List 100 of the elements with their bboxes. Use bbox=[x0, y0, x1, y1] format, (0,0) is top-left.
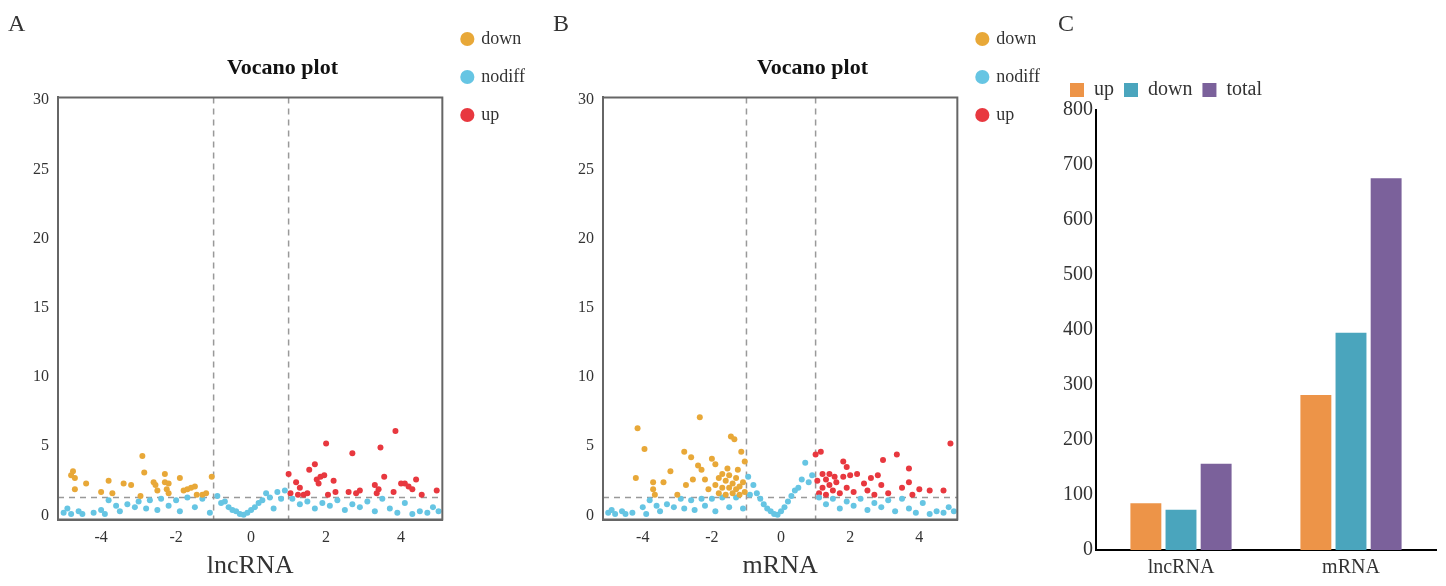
x-tick-label: -4 bbox=[636, 528, 650, 546]
y-tick-label: 5 bbox=[41, 436, 49, 454]
point bbox=[634, 425, 641, 432]
point bbox=[296, 484, 303, 491]
point bbox=[738, 448, 745, 455]
chart-title: Vocano plot bbox=[756, 53, 869, 79]
point bbox=[878, 481, 885, 488]
point bbox=[840, 473, 847, 480]
point bbox=[822, 491, 829, 498]
point bbox=[660, 479, 667, 486]
point bbox=[864, 487, 871, 494]
point bbox=[814, 477, 821, 484]
point bbox=[315, 480, 322, 487]
point bbox=[733, 475, 740, 482]
point bbox=[141, 469, 148, 476]
point bbox=[899, 484, 906, 491]
point bbox=[874, 472, 881, 479]
point bbox=[833, 479, 840, 486]
point bbox=[701, 476, 708, 483]
point bbox=[695, 462, 702, 469]
point bbox=[850, 488, 857, 495]
point bbox=[324, 491, 331, 498]
y-tick-label: 100 bbox=[1063, 482, 1093, 505]
point bbox=[321, 472, 328, 479]
point bbox=[332, 488, 339, 495]
point bbox=[83, 480, 90, 487]
point bbox=[105, 477, 112, 484]
point bbox=[371, 481, 378, 488]
legend-label: up bbox=[996, 103, 1015, 124]
point bbox=[323, 440, 330, 447]
y-tick-label: 5 bbox=[586, 436, 594, 454]
point bbox=[712, 481, 719, 488]
point bbox=[847, 472, 854, 479]
point bbox=[688, 454, 695, 461]
point bbox=[193, 491, 200, 498]
point bbox=[736, 483, 743, 490]
point bbox=[409, 486, 416, 493]
point bbox=[854, 470, 861, 477]
y-tick-label: 200 bbox=[1063, 427, 1093, 450]
point bbox=[287, 490, 294, 497]
point bbox=[377, 444, 384, 451]
x-tick-label: 4 bbox=[397, 528, 406, 546]
text: C bbox=[1058, 10, 1075, 37]
point bbox=[681, 448, 688, 455]
point bbox=[731, 436, 738, 443]
point bbox=[843, 464, 850, 470]
x-tick-label: -4 bbox=[94, 528, 108, 546]
point bbox=[715, 475, 722, 482]
point bbox=[285, 470, 292, 477]
point bbox=[294, 491, 301, 498]
point bbox=[176, 475, 183, 482]
point bbox=[861, 480, 867, 487]
point bbox=[203, 490, 210, 497]
x-tick-label: 2 bbox=[322, 528, 331, 546]
legend-label: down bbox=[481, 27, 522, 48]
y-tick-label: 10 bbox=[33, 367, 49, 385]
point bbox=[698, 466, 705, 473]
point bbox=[381, 473, 388, 480]
y-tick-label: 0 bbox=[41, 505, 49, 523]
x-tick-label: 4 bbox=[915, 528, 924, 546]
point bbox=[726, 484, 733, 491]
y-tick-label: 25 bbox=[33, 159, 49, 177]
point bbox=[916, 486, 923, 493]
point bbox=[433, 487, 440, 494]
point bbox=[705, 486, 712, 493]
x-tick-label: 0 bbox=[247, 528, 256, 546]
point bbox=[812, 451, 819, 458]
point bbox=[120, 480, 127, 487]
point bbox=[893, 451, 900, 458]
point bbox=[840, 458, 847, 465]
point bbox=[826, 470, 833, 477]
point bbox=[137, 493, 144, 500]
text: B bbox=[553, 10, 570, 37]
y-tick-label: 500 bbox=[1063, 262, 1093, 285]
y-tick-label: 800 bbox=[1063, 97, 1093, 120]
y-tick-label: 400 bbox=[1063, 317, 1093, 340]
bar bbox=[1370, 178, 1402, 550]
text: A bbox=[8, 10, 26, 37]
y-tick-label: 10 bbox=[578, 367, 594, 385]
point bbox=[165, 480, 172, 487]
point bbox=[632, 475, 639, 482]
y-tick-label: 20 bbox=[578, 228, 594, 246]
legend-label: nodiff bbox=[481, 65, 526, 86]
point bbox=[724, 465, 731, 472]
point bbox=[819, 484, 826, 491]
point bbox=[826, 481, 833, 488]
y-tick-label: 300 bbox=[1063, 372, 1093, 395]
chart-title: Vocano plot bbox=[226, 53, 339, 79]
point bbox=[413, 476, 420, 483]
legend-label: down bbox=[1148, 77, 1193, 100]
point bbox=[729, 480, 736, 487]
point bbox=[689, 476, 696, 483]
bar bbox=[1165, 509, 1197, 550]
legend-label: total bbox=[1226, 77, 1263, 100]
point bbox=[831, 473, 838, 480]
point bbox=[293, 479, 300, 486]
point bbox=[722, 477, 729, 484]
point bbox=[208, 473, 215, 480]
x-tick-label: -2 bbox=[705, 528, 719, 546]
point bbox=[696, 414, 703, 421]
